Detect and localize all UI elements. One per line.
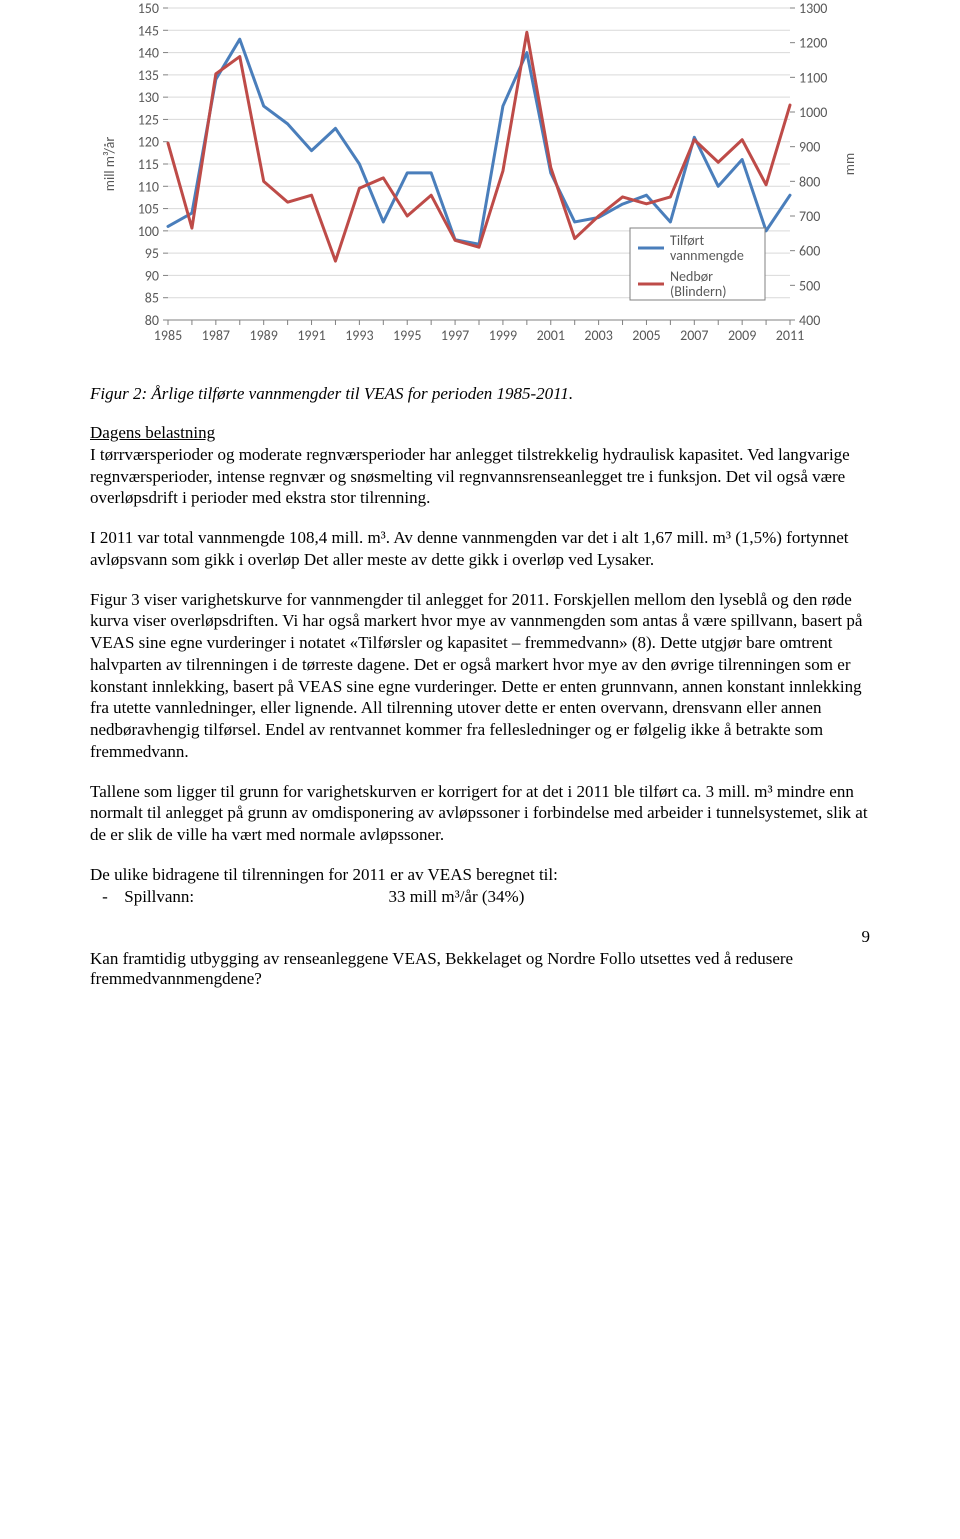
svg-text:1000: 1000: [799, 104, 827, 121]
svg-text:700: 700: [799, 208, 820, 225]
svg-text:1995: 1995: [393, 327, 421, 344]
bullet-label: Spillvann:: [124, 886, 384, 908]
svg-text:105: 105: [138, 201, 159, 218]
paragraph-5: De ulike bidragene til tilrenningen for …: [90, 864, 870, 908]
svg-text:2009: 2009: [728, 327, 756, 344]
paragraph-2: I 2011 var total vannmengde 108,4 mill. …: [90, 527, 870, 571]
svg-text:125: 125: [138, 111, 159, 128]
svg-text:600: 600: [799, 243, 820, 260]
svg-text:1300: 1300: [799, 0, 827, 17]
svg-text:(Blindern): (Blindern): [670, 283, 726, 300]
svg-text:85: 85: [145, 290, 159, 307]
svg-text:2001: 2001: [537, 327, 565, 344]
paragraph-3: Figur 3 viser varighetskurve for vannmen…: [90, 589, 870, 763]
running-footer: Kan framtidig utbygging av renseanleggen…: [90, 949, 870, 989]
bullet-dash: -: [90, 886, 120, 908]
svg-text:150: 150: [138, 0, 159, 17]
svg-text:120: 120: [138, 134, 159, 151]
svg-text:100: 100: [138, 223, 159, 240]
bullet-row: - Spillvann: 33 mill m³/år (34%): [90, 886, 870, 908]
paragraph-4: Tallene som ligger til grunn for varighe…: [90, 781, 870, 846]
chart-container: 8085909510010511011512012513013514014515…: [90, 0, 870, 370]
svg-text:2005: 2005: [632, 327, 660, 344]
svg-text:vannmengde: vannmengde: [670, 247, 744, 264]
svg-text:1987: 1987: [202, 327, 230, 344]
svg-text:1997: 1997: [441, 327, 469, 344]
svg-text:mill m³/år: mill m³/år: [101, 137, 118, 192]
svg-text:110: 110: [138, 178, 159, 195]
paragraph-1-text: I tørrværsperioder og moderate regnværsp…: [90, 445, 850, 508]
svg-text:95: 95: [145, 245, 159, 262]
svg-text:1100: 1100: [799, 69, 827, 86]
svg-text:1991: 1991: [297, 327, 325, 344]
figure-caption: Figur 2: Årlige tilførte vannmengder til…: [90, 384, 870, 404]
svg-text:90: 90: [145, 267, 159, 284]
svg-text:mm: mm: [841, 153, 858, 175]
svg-text:2007: 2007: [680, 327, 708, 344]
svg-text:1200: 1200: [799, 35, 827, 52]
svg-text:2011: 2011: [776, 327, 804, 344]
page: 8085909510010511011512012513013514014515…: [0, 0, 960, 1029]
svg-text:145: 145: [138, 22, 159, 39]
subheading-underline: Dagens belastning: [90, 423, 215, 442]
svg-text:130: 130: [138, 89, 159, 106]
line-chart: 8085909510010511011512012513013514014515…: [90, 0, 870, 370]
svg-text:500: 500: [799, 277, 820, 294]
svg-text:1993: 1993: [345, 327, 373, 344]
page-number: 9: [90, 927, 870, 947]
bullet-value: 33 mill m³/år (34%): [389, 887, 525, 906]
svg-text:2003: 2003: [584, 327, 612, 344]
svg-text:140: 140: [138, 45, 159, 62]
paragraph-1: Dagens belastning I tørrværsperioder og …: [90, 422, 870, 509]
svg-text:1999: 1999: [489, 327, 517, 344]
svg-text:1989: 1989: [249, 327, 277, 344]
paragraph-5-intro: De ulike bidragene til tilrenningen for …: [90, 865, 558, 884]
svg-text:115: 115: [138, 156, 159, 173]
svg-text:800: 800: [799, 173, 820, 190]
svg-text:135: 135: [138, 67, 159, 84]
svg-text:1985: 1985: [154, 327, 182, 344]
svg-text:900: 900: [799, 139, 820, 156]
